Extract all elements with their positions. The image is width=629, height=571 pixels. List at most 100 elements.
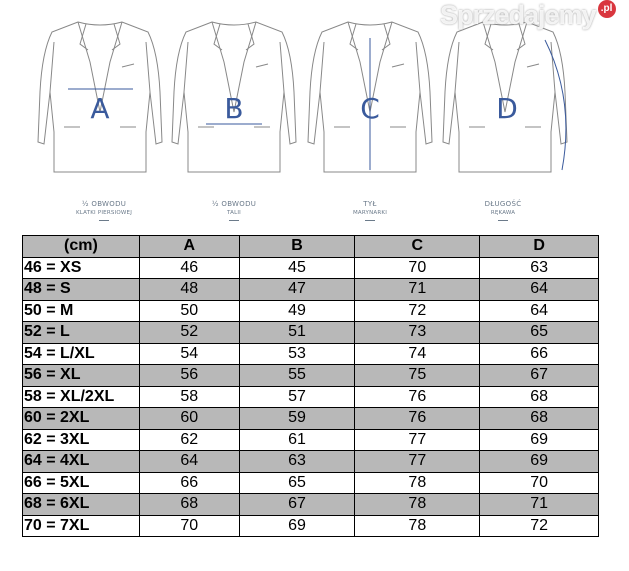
size-cell: 70 = 7XL [22,514,140,537]
size-cell: 52 = L [22,321,140,344]
measure-cell-a: 46 [138,256,240,279]
caption-line1: ½ OBWODU [211,200,257,208]
measure-cell-b: 57 [238,385,356,408]
letter-c: C [360,92,380,125]
measure-cell-c: 72 [354,299,481,322]
jacket-d: D [442,21,568,173]
measure-cell-b: 65 [238,471,356,494]
caption-line2: KLATKI PIERSIOWEJ [75,210,133,216]
measure-cell-d: 71 [479,493,599,516]
size-cell: 64 = 4XL [22,450,140,473]
measure-cell-a: 50 [138,299,240,322]
size-cell: 48 = S [22,278,140,301]
jacket-b: B [171,21,297,173]
size-cell: 68 = 6XL [22,493,140,516]
measure-cell-b: 51 [238,321,356,344]
table-row: 46 = XS 46 45 70 63 [22,256,599,279]
table-row: 62 = 3XL 62 61 77 69 [22,428,599,451]
measure-cell-d: 64 [479,278,599,301]
measure-cell-d: 68 [479,385,599,408]
table-row: 60 = 2XL 60 59 76 68 [22,407,599,430]
measure-cell-b: 67 [238,493,356,516]
caption-line2: MARYNARKI [352,210,388,216]
measure-cell-b: 69 [238,514,356,537]
measure-cell-c: 76 [354,407,481,430]
caption-d: DŁUGOŚĆ RĘKAWA [443,200,563,221]
header-c: C [354,235,481,258]
jacket-c: C [307,21,433,173]
table-row: 54 = L/XL 54 53 74 66 [22,342,599,365]
size-cell: 66 = 5XL [22,471,140,494]
measure-cell-a: 56 [138,364,240,387]
measure-cell-b: 49 [238,299,356,322]
measure-cell-c: 76 [354,385,481,408]
caption-line2: TALII [226,210,241,216]
measure-cell-b: 55 [238,364,356,387]
caption-c: TYŁ MARYNARKI [310,200,430,221]
table-row: 50 = M 50 49 72 64 [22,299,599,322]
measure-cell-a: 66 [138,471,240,494]
measure-cell-a: 52 [138,321,240,344]
size-cell: 56 = XL [22,364,140,387]
measure-cell-d: 65 [479,321,599,344]
measure-cell-a: 48 [138,278,240,301]
header-unit: (cm) [22,235,140,258]
measure-cell-d: 69 [479,450,599,473]
header-b: B [238,235,356,258]
measure-cell-c: 71 [354,278,481,301]
measure-cell-c: 78 [354,471,481,494]
measure-cell-b: 47 [238,278,356,301]
caption-line1: TYŁ [363,200,377,208]
header-a: A [138,235,240,258]
measure-cell-d: 64 [479,299,599,322]
table-row: 64 = 4XL 64 63 77 69 [22,450,599,473]
table-row: 52 = L 52 51 73 65 [22,321,599,344]
measure-cell-a: 70 [138,514,240,537]
letter-a: A [90,92,109,125]
caption-b: ½ OBWODU TALII [174,200,294,221]
measure-cell-d: 66 [479,342,599,365]
size-table: (cm) A B C D 46 = XS 46 45 70 63 48 = S 48 47 71… [22,235,599,537]
measure-cell-d: 67 [479,364,599,387]
table-row: 68 = 6XL 68 67 78 71 [22,493,599,516]
size-cell: 62 = 3XL [22,428,140,451]
letter-d: D [496,92,518,125]
measure-cell-c: 73 [354,321,481,344]
measure-cell-d: 63 [479,256,599,279]
watermark-badge: .pl [597,0,616,18]
measure-cell-a: 54 [138,342,240,365]
measure-cell-c: 75 [354,364,481,387]
measure-cell-a: 60 [138,407,240,430]
measure-cell-c: 78 [354,514,481,537]
measure-cell-c: 74 [354,342,481,365]
caption-line1: ½ OBWODU [81,200,127,208]
caption-line2: RĘKAWA [490,210,516,216]
measure-cell-b: 61 [238,428,356,451]
measure-cell-d: 70 [479,471,599,494]
watermark-logo: Sprzedajemy .pl [440,0,616,31]
measure-cell-b: 59 [238,407,356,430]
watermark-text: Sprzedajemy [440,0,597,30]
table-row: 66 = 5XL 66 65 78 70 [22,471,599,494]
measure-cell-a: 68 [138,493,240,516]
size-cell: 58 = XL/2XL [22,385,140,408]
measure-cell-c: 77 [354,450,481,473]
jacket-a: A [37,21,163,173]
size-cell: 46 = XS [22,256,140,279]
measure-cell-a: 64 [138,450,240,473]
table-row: 48 = S 48 47 71 64 [22,278,599,301]
measure-cell-a: 62 [138,428,240,451]
measure-cell-d: 68 [479,407,599,430]
caption-line1: DŁUGOŚĆ [484,200,522,208]
table-row: 70 = 7XL 70 69 78 72 [22,514,599,537]
size-cell: 60 = 2XL [22,407,140,430]
measure-cell-b: 45 [238,256,356,279]
size-cell: 50 = M [22,299,140,322]
measure-cell-d: 69 [479,428,599,451]
letter-b: B [224,92,243,125]
measure-cell-c: 78 [354,493,481,516]
header-d: D [479,235,599,258]
measure-cell-c: 70 [354,256,481,279]
caption-a: ½ OBWODU KLATKI PIERSIOWEJ [44,200,164,221]
table-row: 56 = XL 56 55 75 67 [22,364,599,387]
